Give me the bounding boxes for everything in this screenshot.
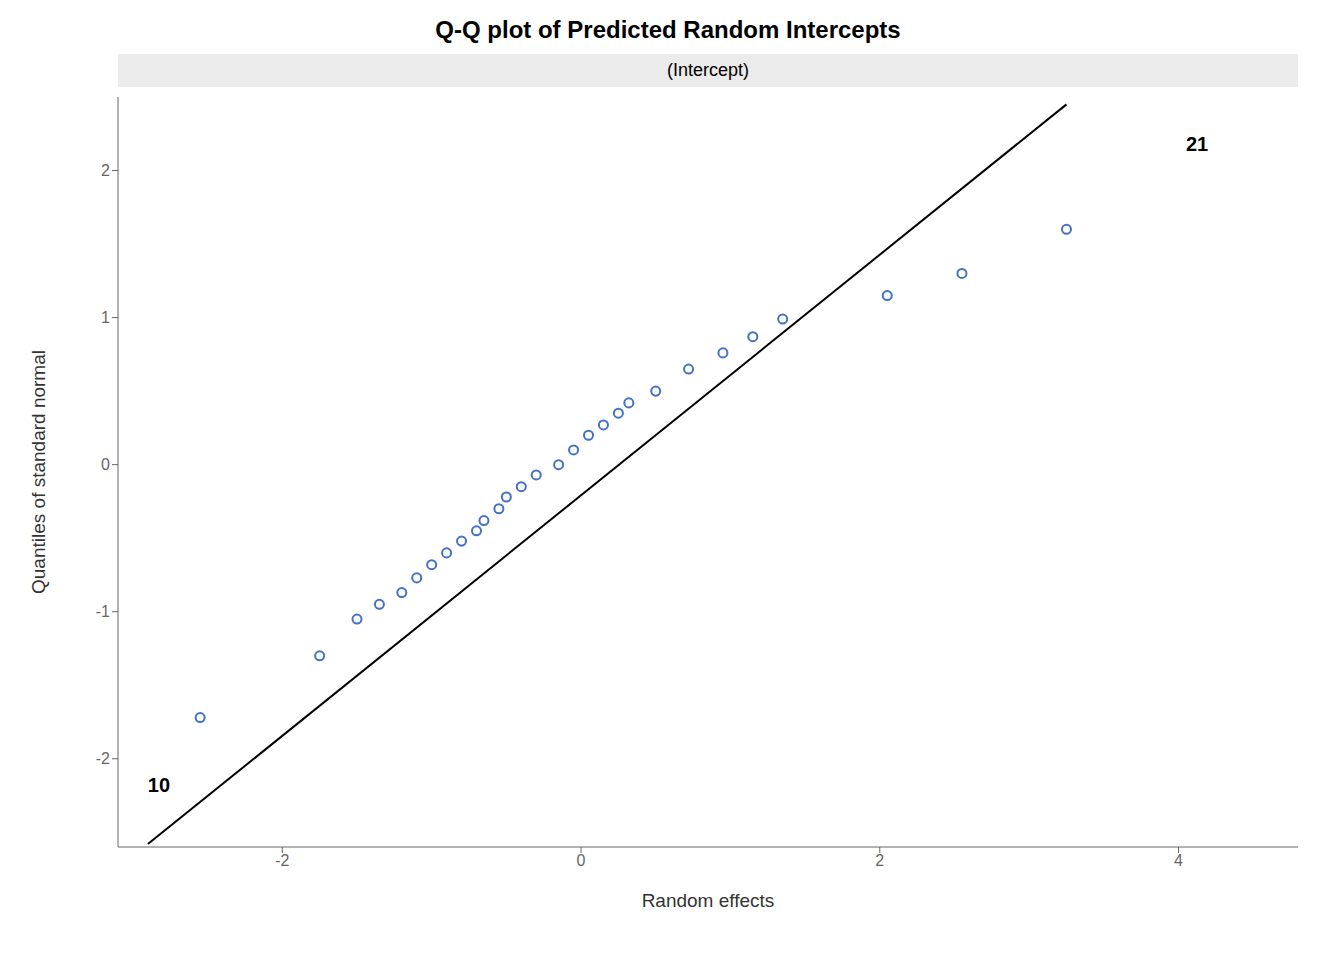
svg-text:2: 2 [101,162,110,179]
svg-text:-1: -1 [96,603,110,620]
svg-text:21: 21 [1186,133,1208,155]
svg-text:0: 0 [577,852,586,869]
svg-text:4: 4 [1174,852,1183,869]
svg-text:10: 10 [148,774,170,796]
svg-text:-2: -2 [275,852,289,869]
svg-text:2: 2 [875,852,884,869]
svg-text:Random effects: Random effects [642,890,775,911]
svg-text:Quantiles of standard normal: Quantiles of standard normal [28,350,49,594]
html-text:Q-Q plot of Predicted Random I: Q-Q plot of Predicted Random Intercepts [435,16,901,43]
html-text:(Intercept): (Intercept) [667,60,749,80]
svg-text:0: 0 [101,456,110,473]
svg-text:-2: -2 [96,750,110,767]
svg-text:1: 1 [101,309,110,326]
